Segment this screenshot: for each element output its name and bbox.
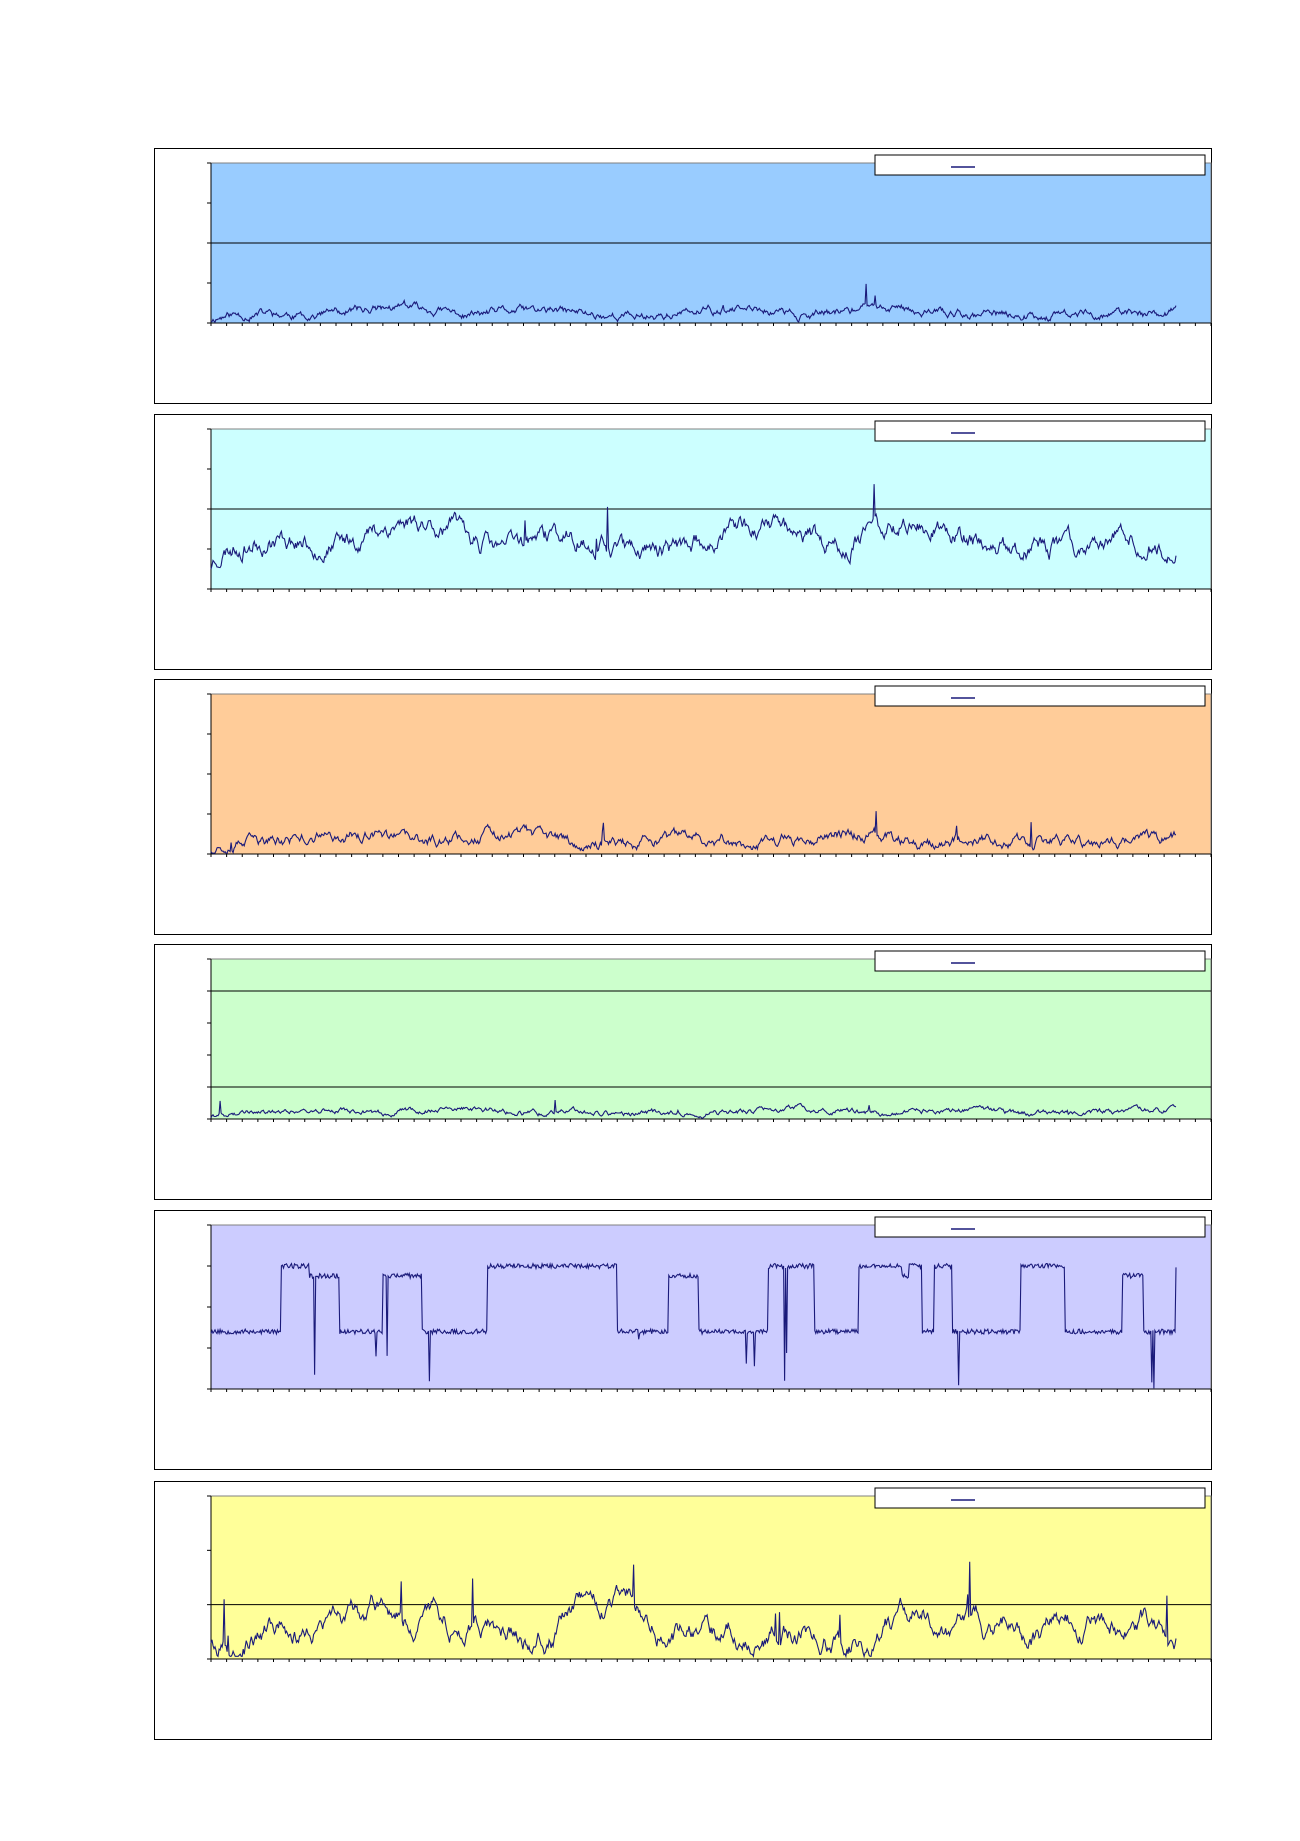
plot-area (210, 1495, 1212, 1660)
chart-panel-1 (154, 148, 1212, 404)
plot-area (210, 1224, 1212, 1390)
chart-svg-5 (207, 1216, 1212, 1392)
legend-box (874, 1487, 1206, 1509)
legend-box (874, 1216, 1206, 1238)
legend-box (874, 420, 1206, 442)
plot-area (210, 958, 1212, 1120)
chart-svg-1 (207, 154, 1212, 326)
chart-panel-4 (154, 944, 1212, 1200)
chart-svg-3 (207, 685, 1212, 857)
legend-box (874, 685, 1206, 707)
series-line (210, 1100, 1177, 1120)
series-line (210, 1261, 1177, 1389)
series-line (210, 811, 1176, 855)
series-line (210, 1561, 1177, 1659)
chart-svg-4 (207, 950, 1212, 1122)
series-line (210, 484, 1177, 570)
chart-panel-5 (154, 1210, 1212, 1470)
chart-svg-2 (207, 420, 1212, 592)
chart-panel-3 (154, 679, 1212, 935)
chart-panel-6 (154, 1481, 1212, 1740)
legend-box (874, 950, 1206, 972)
chart-svg-6 (207, 1487, 1212, 1662)
series-line (211, 283, 1177, 324)
plot-area (210, 693, 1212, 855)
legend-box (874, 154, 1206, 176)
chart-panel-2 (154, 414, 1212, 670)
